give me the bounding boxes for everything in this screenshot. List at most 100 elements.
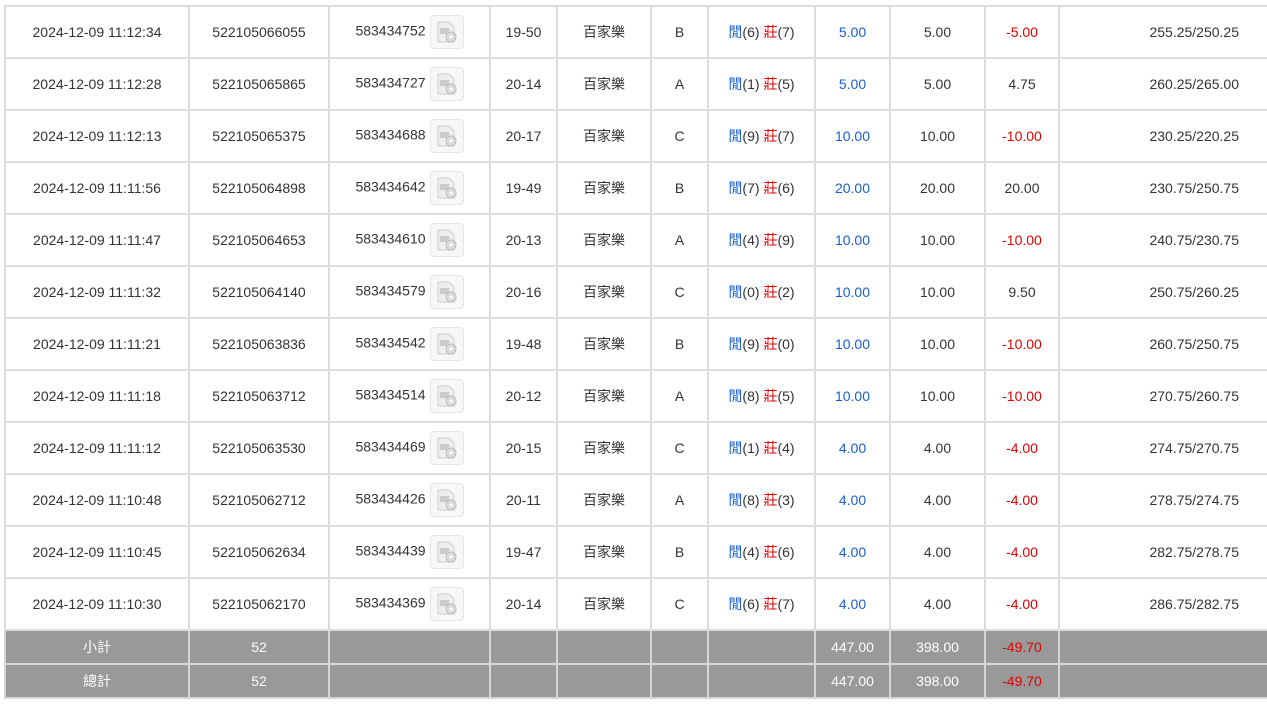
valid-bet: 4.00 bbox=[889, 577, 986, 631]
game-type: 百家樂 bbox=[556, 525, 652, 579]
player-score: (0) bbox=[742, 284, 760, 300]
bet-id: 522105062712 bbox=[188, 473, 330, 527]
bet-amount: 20.00 bbox=[814, 161, 891, 215]
banker-score: (0) bbox=[777, 336, 795, 352]
table-number: 19-49 bbox=[489, 161, 558, 215]
player-label: 閒 bbox=[728, 388, 743, 404]
valid-bet: 5.00 bbox=[889, 5, 986, 59]
bet-time: 2024-12-09 11:11:18 bbox=[4, 369, 190, 423]
video-replay-icon[interactable] bbox=[429, 67, 464, 101]
seat: A bbox=[650, 213, 709, 267]
video-replay-icon[interactable] bbox=[429, 379, 464, 413]
seat: C bbox=[650, 265, 709, 319]
player-label: 閒 bbox=[728, 76, 743, 92]
win-loss: -5.00 bbox=[984, 5, 1060, 59]
player-score: (1) bbox=[742, 76, 760, 92]
round-id: 583434610 bbox=[355, 230, 426, 247]
banker-score: (2) bbox=[777, 284, 795, 300]
win-loss: -4.00 bbox=[984, 577, 1060, 631]
result-cell: 閒(1) 莊(4) bbox=[707, 421, 816, 475]
bet-amount: 4.00 bbox=[814, 525, 891, 579]
video-replay-icon[interactable] bbox=[429, 327, 464, 361]
seat: B bbox=[650, 317, 709, 371]
valid-bet: 4.00 bbox=[889, 525, 986, 579]
seat: C bbox=[650, 109, 709, 163]
table-number: 19-50 bbox=[489, 5, 558, 59]
summary-count: 52 bbox=[188, 663, 330, 699]
bet-id: 522105062634 bbox=[188, 525, 330, 579]
win-loss: 20.00 bbox=[984, 161, 1060, 215]
bet-time: 2024-12-09 11:10:45 bbox=[4, 525, 190, 579]
bet-id: 522105064653 bbox=[188, 213, 330, 267]
valid-bet: 10.00 bbox=[889, 213, 986, 267]
balance: 255.25/250.25 bbox=[1058, 5, 1267, 59]
bet-amount: 4.00 bbox=[814, 577, 891, 631]
round-id-cell: 583434727 bbox=[328, 57, 491, 111]
video-replay-icon[interactable] bbox=[429, 223, 464, 257]
valid-bet: 10.00 bbox=[889, 317, 986, 371]
result-cell: 閒(8) 莊(3) bbox=[707, 473, 816, 527]
player-score: (1) bbox=[742, 440, 760, 456]
player-score: (9) bbox=[742, 336, 760, 352]
result-cell: 閒(6) 莊(7) bbox=[707, 5, 816, 59]
bet-amount: 4.00 bbox=[814, 473, 891, 527]
player-label: 閒 bbox=[728, 284, 743, 300]
round-id: 583434642 bbox=[355, 178, 426, 195]
valid-bet: 4.00 bbox=[889, 421, 986, 475]
video-replay-icon[interactable] bbox=[429, 119, 464, 153]
table-row: 2024-12-09 11:11:32 522105064140 583434579… bbox=[4, 265, 1267, 319]
banker-score: (9) bbox=[777, 232, 795, 248]
video-replay-icon[interactable] bbox=[429, 535, 464, 569]
round-id: 583434542 bbox=[355, 334, 426, 351]
video-replay-icon[interactable] bbox=[429, 171, 464, 205]
bet-id: 522105065375 bbox=[188, 109, 330, 163]
table-row: 2024-12-09 11:11:56 522105064898 583434642… bbox=[4, 161, 1267, 215]
banker-label: 莊 bbox=[763, 336, 778, 352]
summary-win: -49.70 bbox=[984, 629, 1060, 665]
player-score: (7) bbox=[742, 180, 760, 196]
valid-bet: 10.00 bbox=[889, 265, 986, 319]
banker-label: 莊 bbox=[763, 128, 778, 144]
bet-amount: 10.00 bbox=[814, 317, 891, 371]
seat: B bbox=[650, 161, 709, 215]
bet-amount: 5.00 bbox=[814, 5, 891, 59]
video-replay-icon[interactable] bbox=[429, 587, 464, 621]
player-label: 閒 bbox=[728, 128, 743, 144]
banker-score: (5) bbox=[777, 76, 795, 92]
bet-time: 2024-12-09 11:12:13 bbox=[4, 109, 190, 163]
bet-time: 2024-12-09 11:11:56 bbox=[4, 161, 190, 215]
banker-score: (5) bbox=[777, 388, 795, 404]
round-id: 583434469 bbox=[355, 438, 426, 455]
table-number: 20-17 bbox=[489, 109, 558, 163]
bet-time: 2024-12-09 11:11:47 bbox=[4, 213, 190, 267]
table-number: 20-16 bbox=[489, 265, 558, 319]
balance: 274.75/270.75 bbox=[1058, 421, 1267, 475]
video-replay-icon[interactable] bbox=[429, 275, 464, 309]
game-type: 百家樂 bbox=[556, 57, 652, 111]
table-number: 20-14 bbox=[489, 57, 558, 111]
player-score: (9) bbox=[742, 128, 760, 144]
win-loss: -10.00 bbox=[984, 317, 1060, 371]
bet-time: 2024-12-09 11:10:48 bbox=[4, 473, 190, 527]
round-id-cell: 583434542 bbox=[328, 317, 491, 371]
bet-time: 2024-12-09 11:12:34 bbox=[4, 5, 190, 59]
balance: 240.75/230.75 bbox=[1058, 213, 1267, 267]
balance: 230.25/220.25 bbox=[1058, 109, 1267, 163]
table-row: 2024-12-09 11:10:45 522105062634 583434439… bbox=[4, 525, 1267, 579]
balance: 260.25/265.00 bbox=[1058, 57, 1267, 111]
table-row: 2024-12-09 11:12:13 522105065375 583434688… bbox=[4, 109, 1267, 163]
table-row: 2024-12-09 11:11:12 522105063530 583434469… bbox=[4, 421, 1267, 475]
game-type: 百家樂 bbox=[556, 213, 652, 267]
video-replay-icon[interactable] bbox=[429, 15, 464, 49]
video-replay-icon[interactable] bbox=[429, 483, 464, 517]
round-id: 583434688 bbox=[355, 126, 426, 143]
game-type: 百家樂 bbox=[556, 577, 652, 631]
result-cell: 閒(4) 莊(9) bbox=[707, 213, 816, 267]
video-replay-icon[interactable] bbox=[429, 431, 464, 465]
player-label: 閒 bbox=[728, 24, 743, 40]
valid-bet: 10.00 bbox=[889, 109, 986, 163]
result-cell: 閒(4) 莊(6) bbox=[707, 525, 816, 579]
banker-score: (6) bbox=[777, 544, 795, 560]
balance: 286.75/282.75 bbox=[1058, 577, 1267, 631]
table-number: 20-15 bbox=[489, 421, 558, 475]
